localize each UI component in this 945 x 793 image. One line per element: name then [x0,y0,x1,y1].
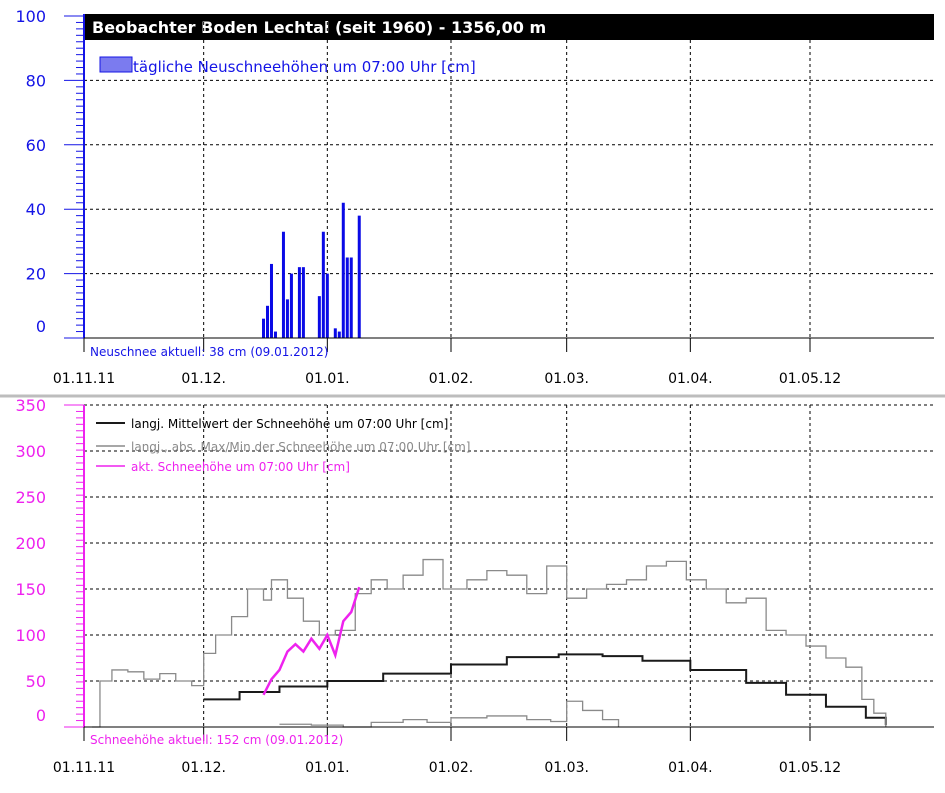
y-tick-label: 60 [26,136,46,155]
y-axis-ticks-top: 0 20 40 60 80 100 [15,7,84,339]
new-snow-bar [317,296,321,338]
snow-depth-lines [91,558,887,728]
legend-top: tägliche Neuschneehöhen um 07:00 Uhr [cm… [99,56,476,76]
y-tick-label: 100 [15,7,46,26]
new-snow-bar [333,328,337,338]
x-tick-label: 01.03. [544,371,589,387]
y-tick-label: 40 [26,200,46,219]
new-snow-bar [301,267,305,338]
title-bar [84,14,934,40]
chart-new-snow: Beobachter Boden Lechtal (seit 1960) - 1… [15,7,934,387]
series-abs-max [91,558,887,728]
chart-title: Beobachter Boden Lechtal (seit 1960) - 1… [92,18,546,37]
legend-label-new-snow: tägliche Neuschneehöhen um 07:00 Uhr [cm… [133,58,476,76]
new-snow-bar [281,231,285,338]
legend-label-maxmin: langj., abs. Max/Min der Schneehöhe um 0… [131,440,470,454]
new-snow-bar [269,263,273,338]
series-abs-min [279,700,620,728]
y-tick-label: 250 [15,488,46,507]
x-tick-label: 01.05.12 [779,760,841,776]
x-axis-ticks-bottom: 01.11.11 01.12. 01.01. 01.02. 01.03. 01.04. 01… [53,727,841,776]
y-tick-label: 350 [15,396,46,415]
x-tick-label: 01.02. [429,371,474,387]
x-tick-label: 01.03. [544,760,589,776]
new-snow-bar [285,299,289,338]
y-tick-label: 300 [15,442,46,461]
legend-swatch-new-snow [99,56,133,73]
x-tick-label: 01.12. [181,760,226,776]
new-snow-bar [345,257,349,338]
x-axis-ticks-top: 01.11.11 01.12. 01.01. 01.02. 01.03. 01.04. 01… [53,338,841,387]
y-tick-label: 50 [26,672,46,691]
x-tick-label: 01.04. [668,760,713,776]
new-snow-bar [262,318,266,338]
y-tick-label: 20 [26,265,46,284]
x-tick-label: 01.01. [305,371,350,387]
new-snow-bar [289,273,293,338]
x-tick-label: 01.02. [429,760,474,776]
grid-top [84,15,934,338]
x-tick-label: 01.12. [181,371,226,387]
new-snow-bar [357,215,361,338]
new-snow-bar [321,231,325,338]
series-mean [203,653,887,726]
y-tick-label: 200 [15,534,46,553]
legend-bottom: langj. Mittelwert der Schneehöhe um 07:0… [96,417,470,474]
chart-snow-depth: 0 50 100 150 200 250 300 350 01.11.11 01.12. 01.0… [15,396,934,776]
new-snow-bar [349,257,353,338]
x-tick-label: 01.04. [668,371,713,387]
x-tick-label: 01.05.12 [779,371,841,387]
new-snow-bar [297,267,301,338]
new-snow-bar [265,305,269,338]
y-tick-label: 0 [36,706,46,725]
x-tick-label: 01.11.11 [53,760,115,776]
y-tick-label: 150 [15,580,46,599]
y-axis-ticks-bottom: 0 50 100 150 200 250 300 350 [15,396,84,728]
new-snow-bars [262,202,361,338]
series-current [262,586,361,696]
x-tick-label: 01.01. [305,760,350,776]
y-tick-label: 100 [15,626,46,645]
legend-label-current: akt. Schneehöhe um 07:00 Uhr [cm] [131,460,350,474]
new-snow-bar [273,331,277,338]
footer-snow-depth: Schneehöhe aktuell: 152 cm (09.01.2012) [90,733,343,747]
new-snow-bar [325,273,329,338]
y-tick-label: 80 [26,71,46,90]
x-tick-label: 01.11.11 [53,371,115,387]
footer-new-snow: Neuschnee aktuell: 38 cm (09.01.2012) [90,345,328,359]
new-snow-bar [337,331,341,338]
legend-label-mean: langj. Mittelwert der Schneehöhe um 07:0… [131,417,448,431]
new-snow-bar [341,202,345,338]
y-tick-label: 0 [36,317,46,336]
